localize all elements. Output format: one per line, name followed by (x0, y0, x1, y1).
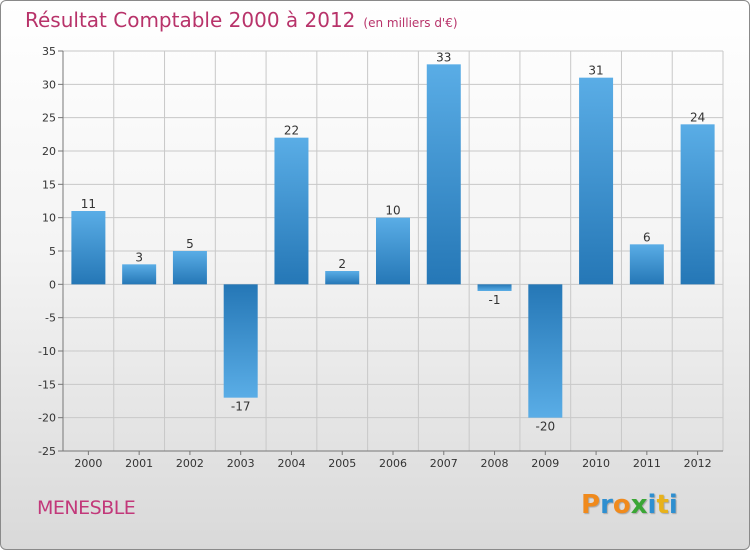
x-tick-label: 2012 (684, 457, 712, 470)
chart-title-text: Résultat Comptable 2000 à 2012 (25, 8, 356, 32)
x-tick-label: 2009 (531, 457, 559, 470)
bar-2010 (579, 77, 614, 285)
bar-value-label: 22 (284, 124, 299, 138)
bar-value-label: 5 (186, 237, 194, 251)
x-tick-label: 2010 (582, 457, 610, 470)
chart-title: Résultat Comptable 2000 à 2012 (en millie… (25, 8, 458, 32)
y-tick-label: 35 (42, 45, 56, 58)
x-tick-label: 2007 (430, 457, 458, 470)
x-tick-label: 2005 (328, 457, 356, 470)
y-tick-label: -5 (45, 312, 56, 325)
x-tick-label: 2003 (227, 457, 255, 470)
bar-2004 (274, 137, 309, 285)
y-tick-label: -20 (38, 412, 56, 425)
x-tick-label: 2004 (277, 457, 305, 470)
y-tick-label: 15 (42, 178, 56, 191)
proxiti-letter: t (656, 490, 669, 520)
y-tick-label: 5 (49, 245, 56, 258)
bar-2008 (477, 284, 512, 291)
bar-2012 (680, 124, 715, 285)
bar-2005 (325, 271, 360, 285)
bar-2002 (172, 251, 207, 285)
y-tick-label: -25 (38, 445, 56, 458)
y-tick-label: -15 (38, 378, 56, 391)
bar-value-label: 33 (436, 50, 451, 64)
bar-value-label: -20 (536, 420, 556, 434)
proxiti-letter: P (581, 490, 601, 520)
bar-2006 (376, 217, 410, 285)
chart-subtitle: (en milliers d'€) (363, 16, 458, 30)
bar-2001 (122, 264, 157, 285)
bar-value-label: -17 (231, 400, 251, 414)
y-tick-label: 25 (42, 112, 56, 125)
bar-2009 (528, 284, 563, 418)
proxiti-letter: i (647, 490, 657, 520)
y-tick-label: 0 (49, 278, 56, 291)
y-tick-label: 10 (42, 212, 56, 225)
proxiti-logo: Proxiti (581, 490, 678, 520)
x-tick-label: 2001 (125, 457, 153, 470)
proxiti-letter: o (612, 490, 631, 520)
x-tick-label: 2008 (481, 457, 509, 470)
y-tick-label: 20 (42, 145, 56, 158)
x-tick-label: 2000 (74, 457, 102, 470)
bar-value-label: 3 (135, 250, 143, 264)
bar-value-label: 2 (338, 257, 346, 271)
bar-value-label: 31 (588, 64, 603, 78)
commune-name: MENESBLE (37, 497, 136, 519)
bar-2003 (223, 284, 258, 398)
bar-value-label: 24 (690, 110, 705, 124)
y-tick-label: 30 (42, 78, 56, 91)
proxiti-letter: x (630, 490, 648, 520)
bar-value-label: 6 (643, 230, 651, 244)
bar-2007 (426, 64, 461, 285)
bar-2000 (71, 211, 106, 285)
x-tick-label: 2011 (633, 457, 661, 470)
proxiti-letter: i (668, 490, 678, 520)
x-tick-label: 2002 (176, 457, 204, 470)
bar-value-label: 11 (81, 197, 96, 211)
bar-2011 (629, 244, 664, 285)
bar-value-label: 10 (385, 204, 400, 218)
x-tick-label: 2006 (379, 457, 407, 470)
bar-value-label: -1 (489, 293, 501, 307)
y-tick-label: -10 (38, 345, 56, 358)
proxiti-letter: r (600, 490, 613, 520)
